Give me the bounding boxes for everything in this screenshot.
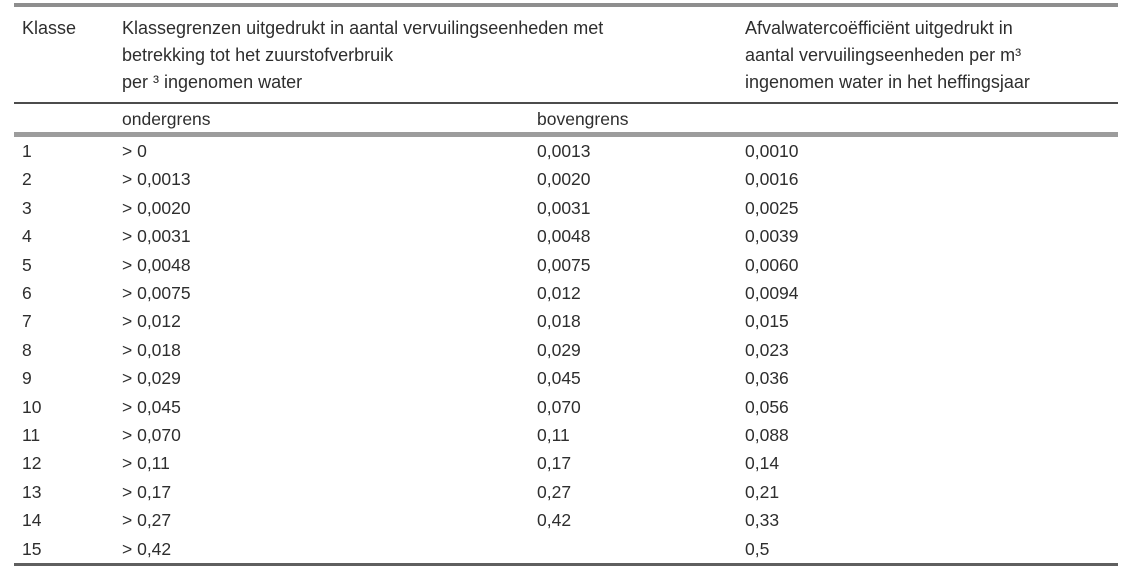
bovengrens-cell: 0,029	[537, 339, 581, 360]
ondergrens-cell: > 0,070	[122, 425, 181, 446]
header-line: ingenomen water in het heffingsjaar	[745, 72, 1030, 92]
table-row: 1 > 0 0,0013 0,0010	[14, 135, 1118, 166]
table-row: 5 > 0,0048 0,0075 0,0060	[14, 251, 1118, 279]
ondergrens-cell: > 0,029	[122, 368, 181, 389]
subheader-bovengrens: bovengrens	[537, 103, 745, 137]
klasse-cell: 2	[22, 169, 32, 190]
coefficient-cell: 0,0025	[745, 197, 799, 218]
coefficient-cell: 0,33	[745, 510, 780, 531]
bovengrens-cell: 0,27	[537, 481, 572, 502]
table-row: 12 > 0,11 0,17 0,14	[14, 449, 1118, 477]
bovengrens-cell: 0,018	[537, 311, 581, 332]
bovengrens-cell: 0,17	[537, 453, 572, 474]
klasse-cell: 9	[22, 368, 32, 389]
coefficient-cell: 0,023	[745, 339, 789, 360]
bovengrens-cell: 0,0075	[537, 254, 591, 275]
coefficient-cell: 0,0010	[745, 141, 799, 161]
klasse-cell: 13	[22, 481, 42, 502]
table-row: 2 > 0,0013 0,0020 0,0016	[14, 165, 1118, 193]
subheader-spacer	[745, 103, 1118, 137]
table-row: 7 > 0,012 0,018 0,015	[14, 307, 1118, 335]
coefficient-cell: 0,036	[745, 368, 789, 389]
header-line: per ³ ingenomen water	[122, 72, 303, 92]
header-line: betrekking tot het zuurstofverbruik	[122, 45, 394, 65]
table-header-row: Klasse Klassegrenzen uitgedrukt in aanta…	[14, 5, 1118, 104]
ondergrens-cell: > 0,0031	[122, 226, 191, 247]
ondergrens-cell: > 0,012	[122, 311, 181, 332]
ondergrens-cell: > 0,0020	[122, 197, 191, 218]
header-line: Afvalwatercоëfficiënt uitgedrukt in	[745, 18, 1013, 38]
table-row: 4 > 0,0031 0,0048 0,0039	[14, 222, 1118, 250]
coefficient-cell: 0,015	[745, 311, 789, 332]
bovengrens-cell	[537, 535, 745, 565]
klasse-cell: 15	[22, 538, 42, 559]
coefficient-cell: 0,0039	[745, 226, 799, 247]
ondergrens-cell: > 0,27	[122, 510, 172, 531]
ondergrens-cell: > 0,42	[122, 538, 172, 559]
header-line: aantal vervuilingseenheden per m³	[745, 45, 1022, 65]
coefficient-cell: 0,0060	[745, 254, 799, 275]
column-header-afvalwatercoefficient: Afvalwatercоëfficiënt uitgedrukt in aant…	[745, 5, 1118, 104]
klasse-cell: 4	[22, 226, 32, 247]
header-line: Klassegrenzen uitgedrukt in aantal vervu…	[122, 18, 604, 38]
klasse-cell: 7	[22, 311, 32, 332]
bovengrens-cell: 0,11	[537, 425, 570, 446]
ondergrens-cell: > 0,11	[122, 453, 170, 474]
subheader-ondergrens: ondergrens	[122, 103, 537, 137]
bovengrens-cell: 0,0031	[537, 197, 591, 218]
ondergrens-cell: > 0	[122, 141, 147, 161]
ondergrens-cell: > 0,018	[122, 339, 181, 360]
ondergrens-cell: > 0,045	[122, 396, 181, 417]
table-row: 15 > 0,42 0,5	[14, 535, 1118, 565]
ondergrens-cell: > 0,0048	[122, 254, 191, 275]
column-header-klasse: Klasse	[14, 5, 122, 104]
bovengrens-cell: 0,42	[537, 510, 572, 531]
bovengrens-cell: 0,0020	[537, 169, 591, 190]
bovengrens-cell: 0,070	[537, 396, 581, 417]
coefficient-cell: 0,21	[745, 481, 780, 502]
coefficient-cell: 0,0094	[745, 283, 799, 304]
coefficient-cell: 0,088	[745, 425, 789, 446]
bovengrens-cell: 0,012	[537, 283, 581, 304]
subheader-spacer	[14, 103, 122, 137]
klasse-cell: 8	[22, 339, 32, 360]
ondergrens-cell: > 0,0075	[122, 283, 191, 304]
coefficient-cell: 0,056	[745, 396, 789, 417]
coefficient-cell: 0,14	[745, 453, 780, 474]
klasse-cell: 6	[22, 283, 32, 304]
table-row: 9 > 0,029 0,045 0,036	[14, 364, 1118, 392]
coefficient-cell: 0,0016	[745, 169, 799, 190]
klasse-cell: 3	[22, 197, 32, 218]
ondergrens-cell: > 0,17	[122, 481, 172, 502]
table-row: 3 > 0,0020 0,0031 0,0025	[14, 194, 1118, 222]
table-row: 8 > 0,018 0,029 0,023	[14, 336, 1118, 364]
coefficient-cell: 0,5	[745, 538, 770, 559]
klasse-cell: 14	[22, 510, 42, 531]
ondergrens-cell: > 0,0013	[122, 169, 191, 190]
klasse-cell: 11	[22, 425, 41, 446]
table-subheader-row: ondergrens bovengrens	[14, 103, 1118, 137]
column-header-klassegrenzen: Klassegrenzen uitgedrukt in aantal vervu…	[122, 5, 745, 104]
table-row: 13 > 0,17 0,27 0,21	[14, 478, 1118, 506]
bovengrens-cell: 0,0013	[537, 141, 591, 161]
klasse-cell: 1	[22, 141, 32, 161]
table-row: 11 > 0,070 0,11 0,088	[14, 421, 1118, 449]
table-row: 10 > 0,045 0,070 0,056	[14, 393, 1118, 421]
klasse-cell: 5	[22, 254, 32, 275]
klasse-table: Klasse Klassegrenzen uitgedrukt in aanta…	[14, 3, 1118, 567]
table-row: 6 > 0,0075 0,012 0,0094	[14, 279, 1118, 307]
table-row: 14 > 0,27 0,42 0,33	[14, 506, 1118, 534]
bovengrens-cell: 0,045	[537, 368, 581, 389]
klasse-cell: 12	[22, 453, 42, 474]
klasse-cell: 10	[22, 396, 42, 417]
bovengrens-cell: 0,0048	[537, 226, 591, 247]
